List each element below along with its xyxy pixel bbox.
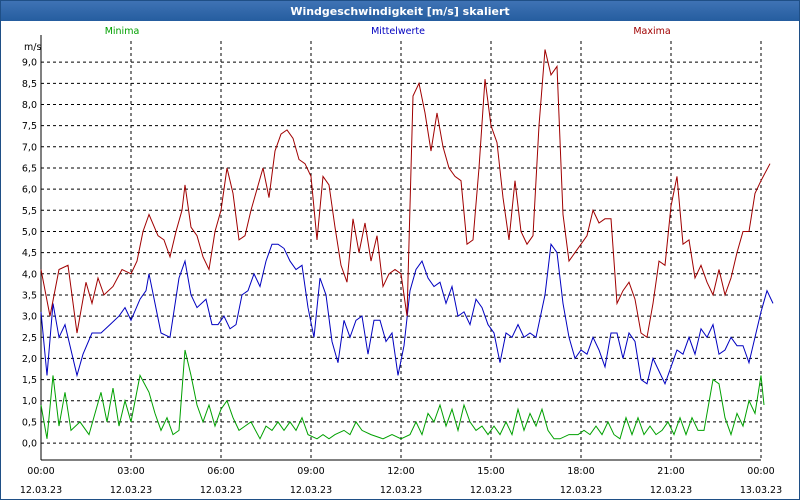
legend-minima: Minima (105, 26, 140, 37)
y-tick-label: 5,0 (22, 227, 37, 238)
window-title: Windgeschwindigkeit [m/s] skaliert (1, 1, 799, 21)
x-tick-time-label: 06:00 (207, 466, 234, 477)
y-tick-label: 4,0 (22, 269, 37, 280)
x-tick-time-label: 15:00 (477, 466, 504, 477)
x-tick-date-label: 12.03.23 (110, 485, 152, 496)
y-tick-label: 3,5 (22, 290, 37, 301)
legend-mittelwerte: Mittelwerte (371, 26, 425, 37)
y-tick-label: 9,0 (22, 58, 37, 69)
y-tick-label: 0,0 (22, 439, 37, 450)
y-tick-label: 4,5 (22, 248, 37, 259)
legend: Minima Mittelwerte Maxima (105, 26, 671, 37)
y-tick-label: 1,5 (22, 375, 37, 386)
x-tick-labels: 00:00 12.03.23 03:00 12.03.23 06:00 12.03.23 0… (20, 466, 782, 496)
grid (40, 41, 762, 460)
y-tick-label: 8,0 (22, 100, 37, 111)
y-tick-label: 0,5 (22, 417, 37, 428)
x-tick-time-label: 12:00 (387, 466, 414, 477)
y-tick-label: 2,5 (22, 333, 37, 344)
y-tick-label: 7,0 (22, 142, 37, 153)
x-tick-time-label: 18:00 (567, 466, 594, 477)
y-axis-unit-label: m/s (24, 42, 41, 53)
x-tick-date-label: 13.03.23 (740, 485, 782, 496)
y-tick-label: 1,0 (22, 396, 37, 407)
x-tick-time-label: 00:00 (747, 466, 774, 477)
y-tick-label: 6,0 (22, 185, 37, 196)
series-line-minima (40, 349, 765, 440)
y-tick-label: 2,0 (22, 354, 37, 365)
y-tick-labels: 0,0 0,5 1,0 1,5 2,0 2,5 3,0 3,5 4,0 4,5 5,0 5,5 6,0 6… (22, 58, 37, 450)
axes (40, 35, 761, 461)
wind-speed-chart: 0,0 0,5 1,0 1,5 2,0 2,5 3,0 3,5 4,0 4,5 5,0 5,5 6,0 6… (20, 26, 782, 496)
y-tick-label: 8,5 (22, 79, 37, 90)
x-tick-time-label: 00:00 (27, 466, 54, 477)
x-tick-date-label: 12.03.23 (20, 485, 62, 496)
series-line-mittelwerte (40, 242, 774, 386)
x-tick-time-label: 21:00 (657, 466, 684, 477)
x-tick-date-label: 12.03.23 (200, 485, 242, 496)
series-lines (40, 49, 774, 440)
x-tick-date-label: 12.03.23 (380, 485, 422, 496)
y-tick-label: 3,0 (22, 312, 37, 323)
y-tick-label: 6,5 (22, 163, 37, 174)
legend-maxima: Maxima (633, 26, 670, 37)
x-tick-date-label: 12.03.23 (470, 485, 512, 496)
x-tick-date-label: 12.03.23 (560, 485, 602, 496)
x-tick-time-label: 09:00 (297, 466, 324, 477)
series-line-maxima (40, 49, 771, 339)
y-tick-label: 7,5 (22, 121, 37, 132)
x-tick-time-label: 03:00 (117, 466, 144, 477)
x-tick-date-label: 12.03.23 (650, 485, 692, 496)
x-tick-date-label: 12.03.23 (290, 485, 332, 496)
y-tick-label: 5,5 (22, 206, 37, 217)
